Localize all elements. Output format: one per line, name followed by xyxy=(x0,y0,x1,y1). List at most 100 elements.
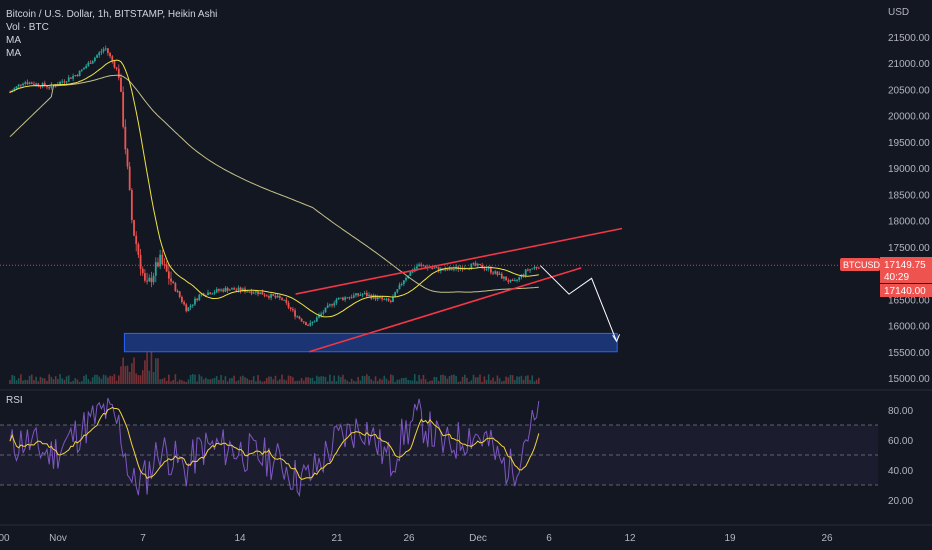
volume-bar xyxy=(472,374,475,384)
candle-body xyxy=(437,267,440,271)
volume-bar xyxy=(413,374,416,384)
candle-body xyxy=(365,292,368,297)
volume-bar xyxy=(529,380,531,384)
rsi-line xyxy=(9,397,540,498)
volume-bar xyxy=(346,380,349,384)
price-axis-tick: 17500.00 xyxy=(888,243,930,254)
ma-slow-line xyxy=(9,74,539,293)
price-axis-tick: 20500.00 xyxy=(888,85,930,96)
rsi-legend[interactable]: RSI xyxy=(6,395,23,406)
candle-body xyxy=(26,82,29,84)
candle-body xyxy=(398,284,401,290)
candle-body xyxy=(389,300,392,302)
volume-bar xyxy=(440,374,442,384)
volume-bar xyxy=(331,380,333,384)
candle-body xyxy=(222,289,225,292)
candle-body xyxy=(174,283,177,291)
volume-bar xyxy=(224,376,227,384)
volume-bar xyxy=(100,378,103,384)
volume-bar xyxy=(131,363,133,384)
volume-bar xyxy=(96,374,98,384)
legend-ma-2[interactable]: MA xyxy=(6,48,21,59)
volume-bar xyxy=(202,379,205,384)
low-price-badge xyxy=(880,284,932,297)
volume-bar xyxy=(522,379,525,384)
volume-bar xyxy=(461,376,464,384)
candle-body xyxy=(318,315,320,318)
legend-ma-1[interactable]: MA xyxy=(6,35,21,46)
volume-bar xyxy=(163,377,166,384)
candle-body xyxy=(300,318,303,322)
volume-bar xyxy=(120,366,122,384)
drawing-annotations[interactable] xyxy=(0,227,878,353)
candle-body xyxy=(154,262,157,276)
volume-bar xyxy=(187,379,190,384)
candle-body xyxy=(185,304,188,312)
volume-bar xyxy=(329,374,331,384)
price-axis-tick: 19500.00 xyxy=(888,138,930,149)
candle-body xyxy=(444,268,447,271)
volume-bar xyxy=(448,375,451,384)
volume-bars xyxy=(9,351,540,384)
volume-bar xyxy=(63,379,66,384)
volume-bar xyxy=(403,378,405,384)
volume-bar xyxy=(107,377,109,384)
candle-body xyxy=(346,297,349,299)
volume-bar xyxy=(302,380,305,384)
candle-body xyxy=(189,305,192,308)
time-axis-tick: 12 xyxy=(624,533,636,544)
candle-body xyxy=(402,280,405,285)
candle-body xyxy=(268,296,270,298)
candle-body xyxy=(296,316,299,318)
volume-bar xyxy=(54,376,57,384)
volume-bar xyxy=(366,374,368,384)
volume-bar xyxy=(474,377,477,384)
candle-body xyxy=(204,295,207,297)
volume-bar xyxy=(435,377,438,384)
candle-body xyxy=(287,302,290,308)
time-axis[interactable]: 00 Nov 7 14 21 26 Dec 6 12 19 26 xyxy=(0,533,833,544)
candle-body xyxy=(157,262,159,267)
volume-bar xyxy=(294,381,296,384)
rsi-ma-line xyxy=(9,407,540,480)
volume-bar xyxy=(113,374,116,384)
volume-bar xyxy=(524,375,527,384)
candle-body xyxy=(209,292,212,295)
candle-body xyxy=(37,83,40,87)
candle-body xyxy=(342,297,344,300)
volume-bar xyxy=(11,374,13,384)
candle-body xyxy=(533,267,536,269)
candle-body xyxy=(128,166,131,191)
candle-body xyxy=(278,295,281,298)
volume-bar xyxy=(74,378,77,384)
volume-bar xyxy=(311,377,314,384)
rsi-axis[interactable]: 80.00 60.00 40.00 20.00 xyxy=(888,406,913,507)
candle-body xyxy=(492,272,494,274)
volume-bar xyxy=(466,377,468,384)
volume-bar xyxy=(470,380,473,384)
volume-bar xyxy=(479,374,481,384)
volume-bar xyxy=(174,374,177,384)
candle-body xyxy=(374,295,377,300)
candle-body xyxy=(135,235,138,245)
price-axis[interactable]: USD 21500.00 21000.00 20500.00 20000.00 19500… xyxy=(888,7,930,385)
candle-body xyxy=(170,278,172,282)
volume-bar xyxy=(416,381,418,384)
candle-body xyxy=(163,264,166,266)
legend-title[interactable]: Bitcoin / U.S. Dollar, 1h, BITSTAMP, Hei… xyxy=(6,9,218,20)
legend-volume[interactable]: Vol · BTC xyxy=(6,22,49,33)
candle-body xyxy=(479,263,481,266)
candle-body xyxy=(416,266,418,269)
candle-body xyxy=(187,307,190,312)
rsi-axis-tick: 80.00 xyxy=(888,406,913,417)
candle-body xyxy=(139,254,142,269)
candle-body xyxy=(435,267,438,269)
candle-body xyxy=(183,302,185,305)
candle-body xyxy=(368,294,370,297)
volume-bar xyxy=(231,378,233,384)
candle-body xyxy=(335,299,338,304)
volume-bar xyxy=(455,375,457,384)
candle-body xyxy=(200,293,203,295)
